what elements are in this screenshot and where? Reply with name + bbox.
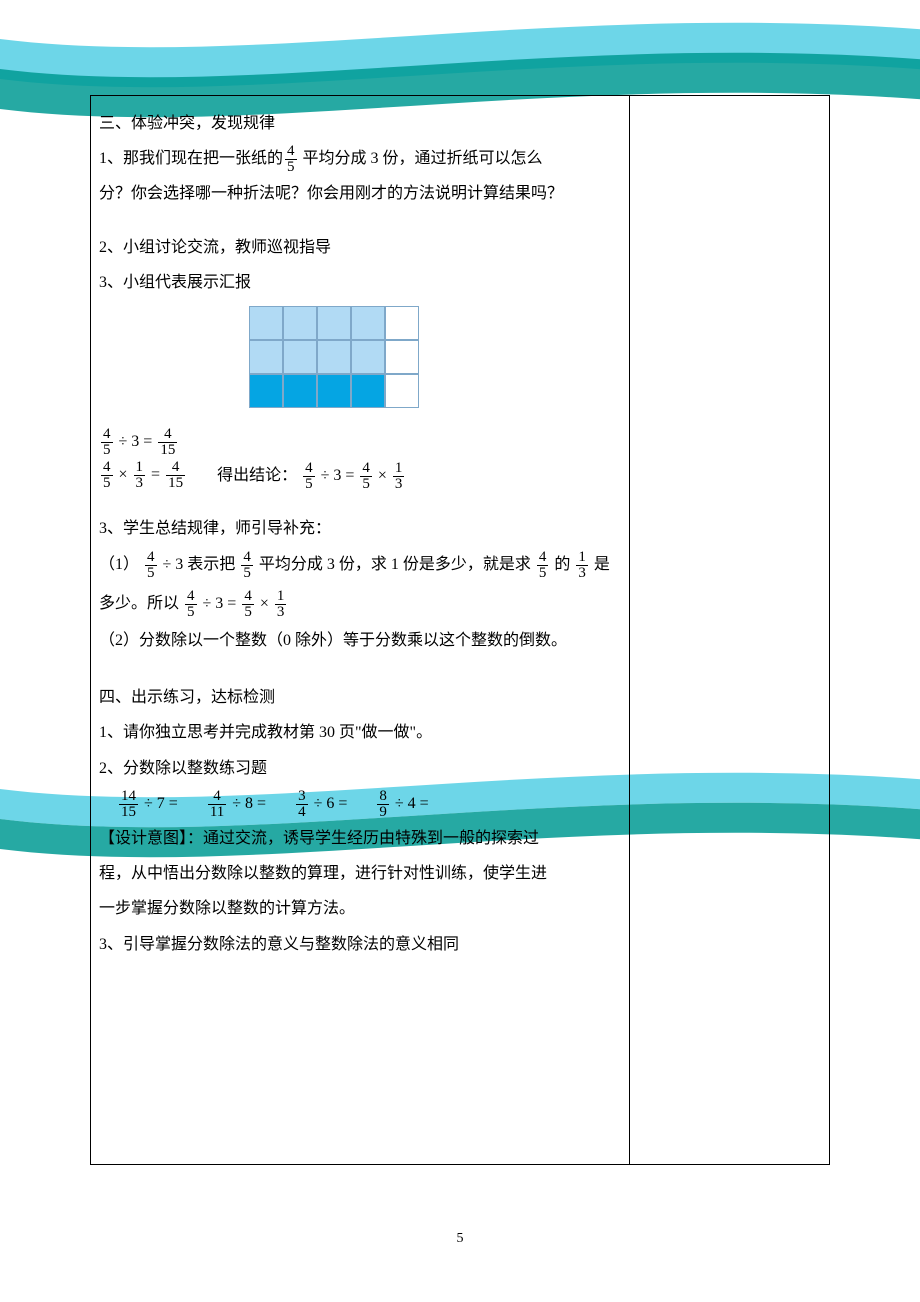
conclusion: 得出结论： 45 ÷ 3 = 45 × 13 [217,458,406,493]
grid-cell [283,340,317,374]
rule-1: （1） 45 ÷ 3 表示把 45 平均分成 3 份，求 1 份是多少，就是求 … [99,546,621,623]
grid-cell [283,374,317,408]
grid-cell [249,306,283,340]
design-intent-a: 【设计意图】：通过交流，诱导学生经历由特殊到一般的探索过 [99,821,621,856]
grid-cell [249,374,283,408]
fraction: 45 [285,144,297,175]
s3-p1-line2: 分？你会选择哪一种折法呢？你会用刚才的方法说明计算结果吗？ [99,176,621,211]
s4-p2: 2、分数除以整数练习题 [99,751,621,786]
practice-item: 411 ÷ 8 = [206,786,266,821]
s3-p3: 3、小组代表展示汇报 [99,265,621,300]
page-number: 5 [0,1231,920,1247]
page-content: 三、体验冲突，发现规律 1、那我们现在把一张纸的45 平均分成 3 份，通过折纸… [90,95,830,1165]
s3-p2: 2、小组讨论交流，教师巡视指导 [99,230,621,265]
s4-p3: 3、引导掌握分数除法的意义与整数除法的意义相同 [99,927,621,962]
grid-cell [385,374,419,408]
main-column: 三、体验冲突，发现规律 1、那我们现在把一张纸的45 平均分成 3 份，通过折纸… [91,96,630,1165]
practice-item: 34 ÷ 6 = [294,786,347,821]
eq1: 45 ÷ 3 = 415 [99,427,187,458]
grid-cell [351,374,385,408]
section-3-heading: 三、体验冲突，发现规律 [99,106,621,141]
grid-cell [317,374,351,408]
design-intent-b: 程，从中悟出分数除以整数的算理，进行针对性训练，使学生进 [99,856,621,891]
grid-cell [317,340,351,374]
practice-item: 89 ÷ 4 = [375,786,428,821]
practice-problems: 1415 ÷ 7 = 411 ÷ 8 = 34 ÷ 6 = 89 ÷ 4 = [117,786,621,821]
grid-cell [317,306,351,340]
grid-cell [351,306,385,340]
grid-cell [249,340,283,374]
lesson-table: 三、体验冲突，发现规律 1、那我们现在把一张纸的45 平均分成 3 份，通过折纸… [90,95,830,1165]
grid-cell [385,306,419,340]
eq-stack: 45 ÷ 3 = 415 45 × 13 = 415 [99,425,187,493]
grid-cell [283,306,317,340]
practice-item: 1415 ÷ 7 = [117,786,178,821]
side-column [630,96,830,1165]
design-intent-c: 一步掌握分数除以整数的计算方法。 [99,891,621,926]
rule-2: （2）分数除以一个整数（0 除外）等于分数乘以这个整数的倒数。 [99,623,621,658]
fold-grid-diagram [249,306,419,408]
s4-p1: 1、请你独立思考并完成教材第 30 页"做一做"。 [99,715,621,750]
section-4-heading: 四、出示练习，达标检测 [99,680,621,715]
s3-p4: 3、学生总结规律，师引导补充： [99,511,621,546]
grid-cell [385,340,419,374]
eq2: 45 × 13 = 415 [99,460,187,491]
grid-cell [351,340,385,374]
s3-p1-line1: 1、那我们现在把一张纸的45 平均分成 3 份，通过折纸可以怎么 [99,141,621,176]
